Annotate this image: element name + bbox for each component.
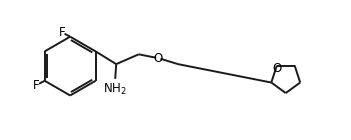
Text: F: F	[33, 79, 40, 92]
Text: O: O	[272, 62, 282, 75]
Text: F: F	[59, 26, 65, 39]
Text: NH$_2$: NH$_2$	[103, 82, 127, 97]
Text: O: O	[154, 52, 163, 65]
